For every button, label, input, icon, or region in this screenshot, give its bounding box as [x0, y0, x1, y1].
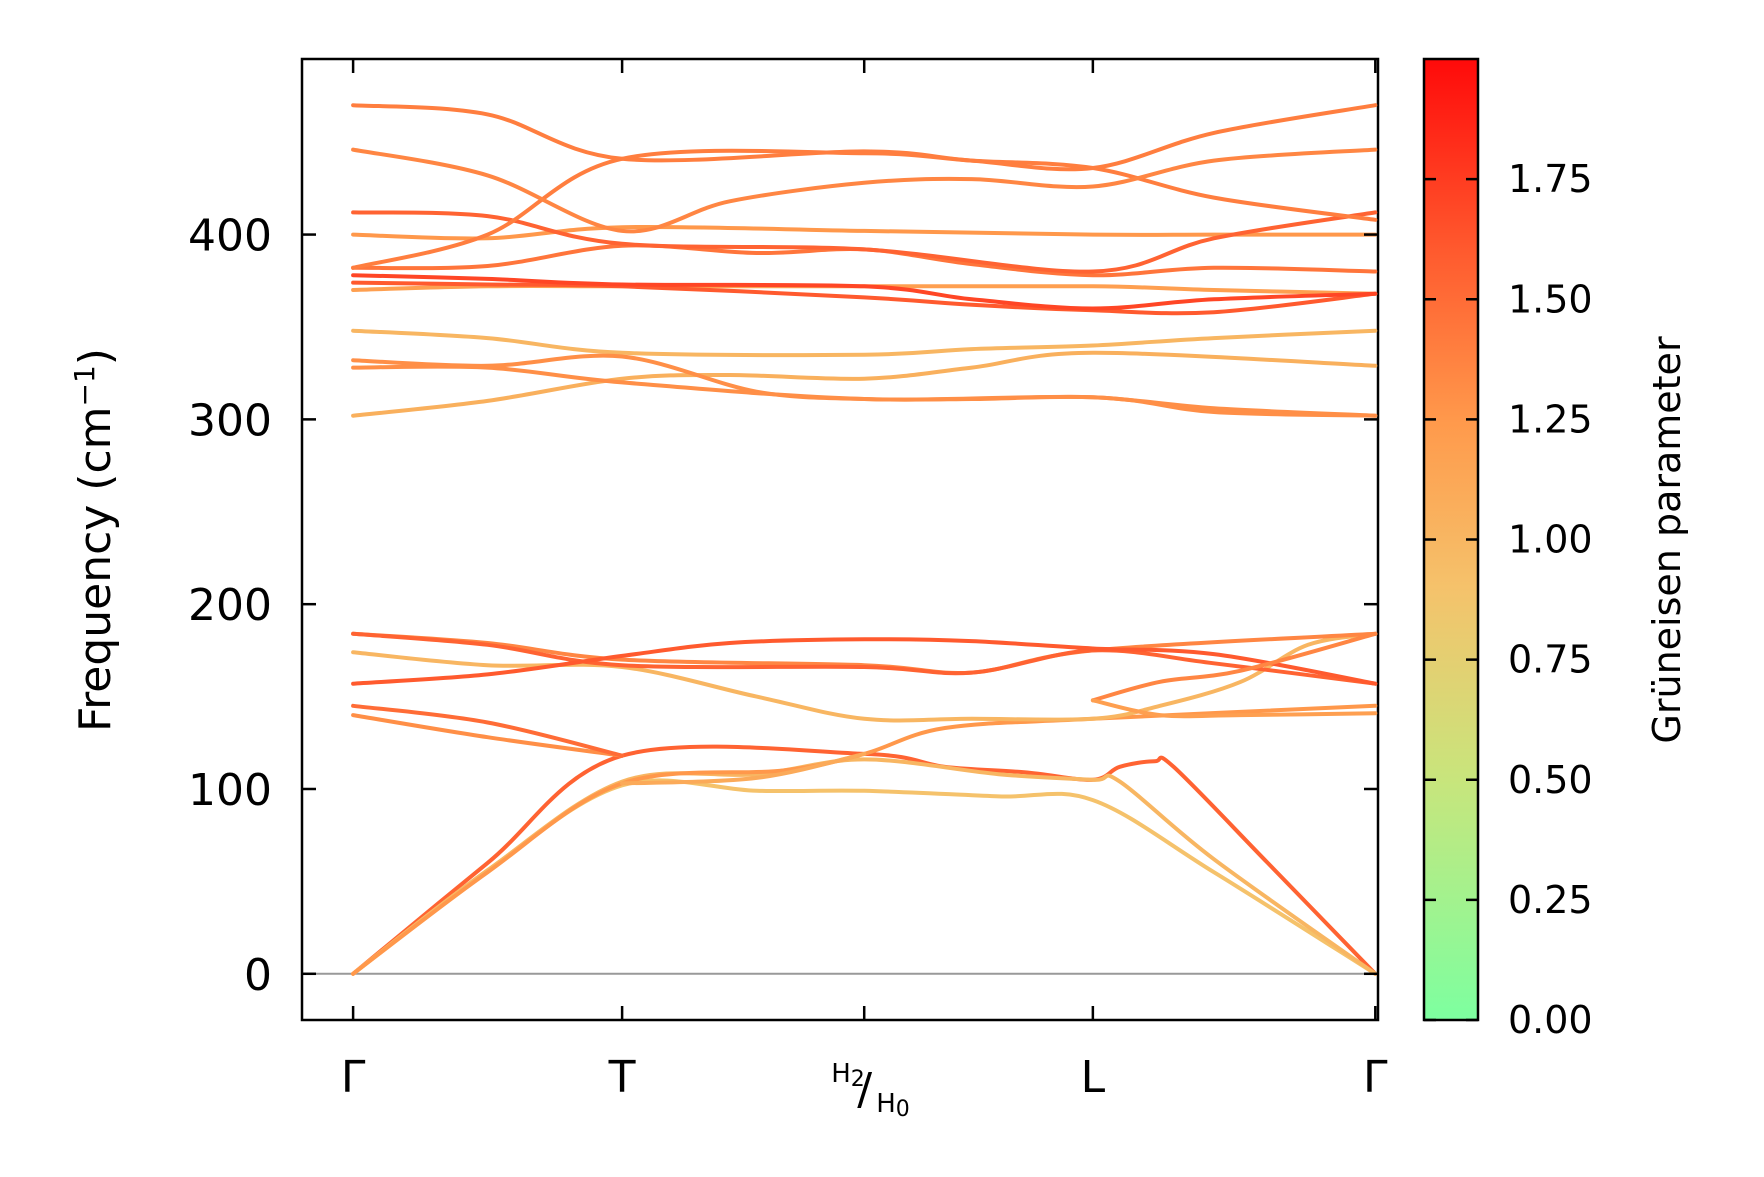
- band-line-band-22: [351, 224, 1378, 241]
- colorbar-tick-label: 1.75: [1508, 157, 1593, 201]
- colorbar-tick-label: 1.00: [1508, 518, 1593, 562]
- y-tick-label: 200: [188, 580, 272, 631]
- band-line-band-12: [1090, 631, 1378, 703]
- x-tick-label-h2-h0-top: H2: [831, 1059, 865, 1092]
- band-line-band-04: [351, 703, 1378, 976]
- colorbar-label: Grüneisen parameter: [1645, 336, 1689, 744]
- colorbar-tick-label: 0.75: [1508, 638, 1593, 682]
- colorbar-ticks: 0.00 0.25 0.50 0.75 1.00 1.25 1.50 1.75: [1424, 157, 1593, 1042]
- band-line-band-06: [351, 703, 625, 758]
- band-line-band-26: [351, 103, 1378, 172]
- colorbar-tick-label: 0.25: [1508, 878, 1593, 922]
- band-line-band-07: [620, 751, 867, 786]
- x-tick-label-h2-h0-bottom: H0: [876, 1089, 910, 1122]
- band-line-band-11: [351, 637, 1378, 686]
- h2-subscript: 2: [851, 1067, 865, 1092]
- y-axis-ticks: 0 100 200 300 400: [188, 211, 1378, 1001]
- band-line-band-16: [351, 353, 1378, 418]
- y-tick-label: 100: [188, 765, 272, 816]
- y-tick-label: 300: [188, 395, 272, 446]
- y-axis-label-close: ): [70, 348, 121, 365]
- band-line-band-19: [351, 280, 1378, 316]
- band-line-band-05: [351, 713, 625, 758]
- h0-subscript: 0: [896, 1097, 910, 1122]
- x-tick-label: Γ: [341, 1052, 366, 1103]
- h2-letter: H: [831, 1059, 851, 1089]
- y-axis-label-exponent: −1: [68, 365, 101, 406]
- colorbar-tick-label: 0.00: [1508, 998, 1593, 1042]
- x-tick-label-h2-h0: H2/H0: [831, 1059, 910, 1122]
- x-tick-label-slash: /: [857, 1064, 872, 1115]
- band-line-band-23: [351, 210, 1378, 274]
- y-tick-label: 400: [188, 211, 272, 262]
- y-axis-label: Frequency (cm−1): [68, 348, 121, 732]
- phonon-bands: [351, 103, 1378, 976]
- h0-letter: H: [876, 1089, 896, 1119]
- plot-frame: [300, 57, 1380, 1022]
- y-axis-label-main: Frequency (cm: [70, 406, 121, 732]
- band-line-band-13: [1090, 698, 1378, 719]
- x-tick-label: Γ: [1363, 1052, 1388, 1103]
- colorbar-tick-label: 1.50: [1508, 277, 1593, 321]
- band-line-band-02: [351, 778, 1378, 976]
- band-line-band-17: [351, 364, 1378, 418]
- band-line-band-01: [351, 744, 1378, 976]
- colorbar-tick-label: 0.50: [1508, 758, 1593, 802]
- band-line-band-20: [351, 273, 1378, 311]
- colorbar: 0.00 0.25 0.50 0.75 1.00 1.25 1.50 1.75 Grüneis…: [1422, 57, 1689, 1042]
- band-line-band-14: [351, 350, 1378, 418]
- colorbar-tick-label: 1.25: [1508, 397, 1593, 441]
- band-line-band-10: [351, 631, 1378, 686]
- y-tick-label: 0: [244, 950, 272, 1001]
- x-tick-label: L: [1081, 1052, 1106, 1103]
- band-line-band-15: [351, 328, 1378, 358]
- x-tick-label: T: [608, 1052, 636, 1103]
- x-axis-ticks: Γ T H2/H0L Γ: [341, 59, 1388, 1122]
- band-line-band-25: [351, 147, 1378, 234]
